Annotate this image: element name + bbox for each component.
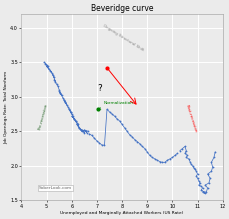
Y-axis label: Job Openings Rate: Total Nonfarm: Job Openings Rate: Total Nonfarm — [4, 71, 8, 144]
X-axis label: Unemployed and Marginally Attached Workers (US Rate): Unemployed and Marginally Attached Worke… — [60, 211, 183, 215]
Text: Post-recession: Post-recession — [184, 104, 197, 134]
Text: SoberLook.com: SoberLook.com — [39, 186, 72, 190]
Text: Normalization: Normalization — [98, 101, 133, 109]
Text: Ongoing Structural Shift: Ongoing Structural Shift — [101, 23, 144, 52]
Text: Pre-recession: Pre-recession — [38, 102, 49, 130]
Title: Beveridge curve: Beveridge curve — [90, 4, 153, 13]
Text: ?: ? — [97, 84, 101, 93]
